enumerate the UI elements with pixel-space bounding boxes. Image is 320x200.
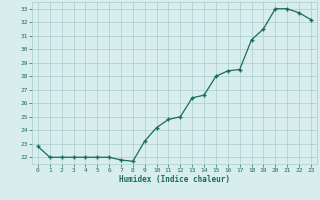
X-axis label: Humidex (Indice chaleur): Humidex (Indice chaleur) [119, 175, 230, 184]
